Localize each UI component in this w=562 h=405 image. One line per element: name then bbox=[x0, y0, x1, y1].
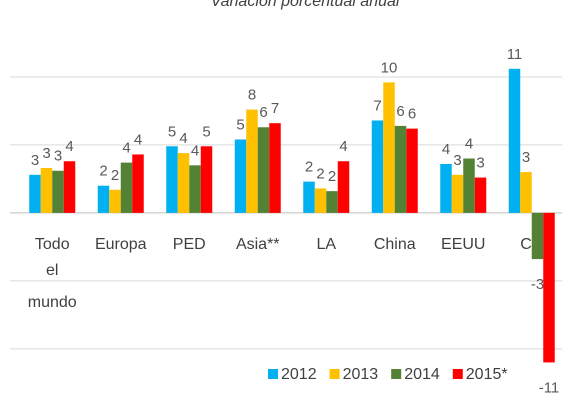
bar bbox=[166, 146, 178, 213]
bar bbox=[109, 189, 121, 213]
bar bbox=[246, 109, 258, 213]
bar bbox=[29, 174, 41, 213]
data-label: 3 bbox=[476, 155, 484, 172]
legend-label: 2012 bbox=[281, 366, 317, 383]
data-label: 4 bbox=[179, 130, 187, 147]
data-label: 3 bbox=[42, 145, 50, 162]
bar bbox=[406, 128, 418, 213]
bar bbox=[257, 127, 270, 213]
bar bbox=[303, 181, 315, 213]
data-label: 2 bbox=[316, 165, 324, 182]
bar bbox=[383, 82, 395, 213]
bar bbox=[63, 161, 76, 213]
data-label: 4 bbox=[134, 131, 142, 148]
x-tick-label: PED bbox=[173, 236, 206, 253]
x-tick-label: Asia** bbox=[236, 236, 280, 253]
bar bbox=[543, 212, 555, 363]
bar bbox=[371, 120, 384, 213]
bar bbox=[200, 146, 213, 213]
data-label: 3 bbox=[54, 148, 62, 165]
legend-label: 2015* bbox=[466, 366, 508, 383]
data-label: 8 bbox=[248, 87, 256, 104]
data-label: 4 bbox=[122, 140, 130, 157]
data-label: 10 bbox=[381, 59, 398, 76]
x-tick-label: Europa bbox=[95, 236, 147, 253]
data-label: 4 bbox=[442, 141, 450, 158]
legend-swatch bbox=[329, 369, 340, 379]
data-label: 3 bbox=[453, 152, 461, 169]
bar bbox=[474, 177, 487, 213]
data-label: 7 bbox=[373, 97, 381, 114]
x-tick-label: EEUU bbox=[441, 236, 485, 253]
legend-swatch bbox=[268, 369, 278, 379]
data-label: 11 bbox=[507, 46, 523, 63]
data-label: 6 bbox=[259, 104, 267, 121]
bar bbox=[52, 170, 64, 213]
data-label: -11 bbox=[539, 379, 560, 396]
bar bbox=[508, 68, 521, 213]
data-label: 3 bbox=[522, 149, 530, 166]
data-label: -3 bbox=[531, 276, 544, 293]
chart-title: Variación porcentual anual bbox=[211, 0, 400, 10]
bar bbox=[440, 163, 452, 213]
data-label: 4 bbox=[339, 138, 347, 155]
legend-swatch bbox=[452, 369, 463, 379]
legend-label: 2014 bbox=[404, 366, 440, 383]
data-label: 4 bbox=[65, 138, 73, 155]
bar bbox=[189, 165, 201, 213]
data-label: 4 bbox=[191, 142, 199, 159]
data-label: 4 bbox=[465, 135, 473, 152]
data-label: 2 bbox=[111, 167, 119, 184]
data-label: 2 bbox=[328, 168, 336, 185]
bar bbox=[234, 139, 247, 213]
bar bbox=[97, 185, 110, 213]
bar bbox=[520, 172, 532, 213]
bar bbox=[269, 123, 281, 213]
bar bbox=[394, 125, 407, 213]
x-tick-label: Todo el mundo bbox=[28, 236, 77, 311]
data-label: 5 bbox=[236, 116, 244, 133]
bar bbox=[132, 154, 144, 213]
data-label: 7 bbox=[271, 100, 279, 117]
data-label: 6 bbox=[396, 103, 404, 120]
legend-label: 2013 bbox=[343, 366, 379, 383]
data-label: 2 bbox=[99, 163, 107, 180]
bar bbox=[177, 153, 190, 213]
data-label: 5 bbox=[202, 123, 210, 140]
data-label: 6 bbox=[408, 106, 416, 123]
bar bbox=[531, 212, 544, 260]
bar bbox=[120, 162, 133, 213]
bar bbox=[326, 191, 338, 213]
bar bbox=[451, 174, 464, 213]
bar bbox=[314, 188, 327, 213]
data-label: 2 bbox=[305, 159, 313, 176]
bar bbox=[40, 168, 53, 213]
data-label: 5 bbox=[168, 123, 176, 140]
x-tick-label: China bbox=[374, 236, 416, 253]
data-label: 3 bbox=[31, 152, 39, 169]
bar bbox=[337, 161, 350, 213]
legend-swatch bbox=[391, 369, 402, 379]
x-tick-label: LA bbox=[316, 236, 336, 253]
bar bbox=[463, 158, 475, 213]
